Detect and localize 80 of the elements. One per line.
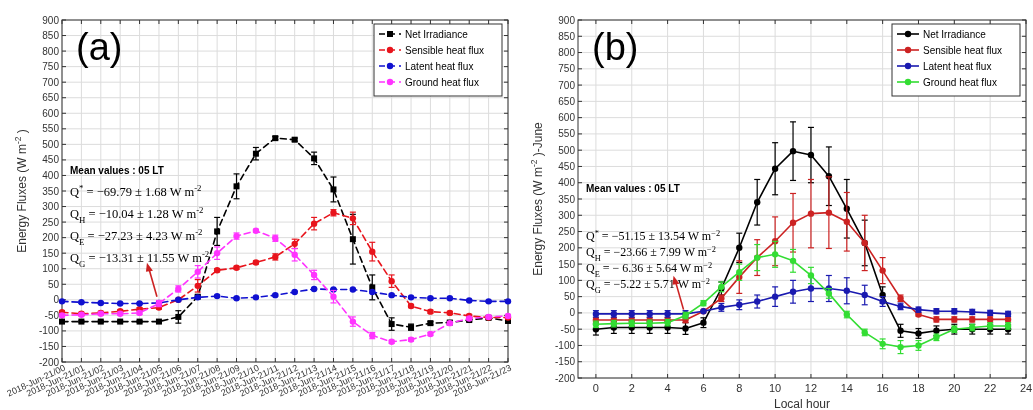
x-tick-label: 14 [840, 382, 853, 394]
y-tick-label: 450 [558, 160, 576, 172]
y-tick-label: 650 [558, 95, 576, 107]
y-tick-label: -100 [38, 325, 60, 337]
y-tick-label: 150 [558, 258, 576, 270]
y-tick-label: 650 [42, 92, 60, 104]
y-tick-label: 300 [558, 209, 576, 221]
annotation: Q$_{G}$ = −13.31 ± 11.55 W m$^{-2}$ [70, 248, 210, 269]
y-tick-label: 200 [42, 232, 60, 244]
y-tick-label: 550 [558, 128, 576, 140]
annotation: Q$^{*}$= −69.79 ± 1.68 W m$^{-2}$ [70, 182, 202, 199]
y-tick-label: 100 [42, 263, 60, 275]
y-tick-label: 550 [42, 123, 60, 135]
y-tick-label: -150 [554, 356, 576, 368]
y-tick-label: 50 [47, 278, 60, 290]
y-tick-label: 600 [558, 112, 576, 124]
y-tick-label: 300 [42, 201, 60, 213]
y-tick-label: 800 [558, 47, 576, 59]
legend-label: Ground heat flux [923, 76, 997, 88]
x-axis-title: Local hour [773, 397, 831, 410]
annotation: Q$_{H}$ = −23.66 ± 7.99 W m$^{−2}$ [586, 244, 717, 263]
y-tick-label: 500 [558, 144, 576, 156]
x-tick-label: 10 [768, 382, 782, 394]
y-tick-label: -50 [560, 323, 576, 335]
legend-label: Sensible heat flux [405, 44, 484, 56]
y-tick-label: 350 [558, 193, 576, 205]
x-tick-label: 2 [628, 382, 635, 394]
legend-label: Latent heat flux [405, 60, 474, 72]
y-tick-label: 900 [42, 14, 60, 26]
legend-label: Sensible heat flux [923, 44, 1002, 56]
annotation: Mean values : 05 LT [70, 164, 164, 176]
annotation: Q$_{E}$= −27.23 ± 4.23 W m$^{-2}$ [70, 226, 203, 247]
x-tick-label: 22 [984, 382, 997, 394]
y-tick-label: 800 [42, 45, 60, 57]
y-tick-label: 450 [42, 154, 60, 166]
y-tick-label: 700 [42, 76, 60, 88]
x-tick-label: 0 [592, 382, 599, 394]
y-tick-label: -200 [554, 372, 576, 384]
y-tick-label: 850 [558, 30, 576, 42]
annotation: Q$_{E}$ = − 6.36 ± 5.64 W m$^{−2}$ [586, 260, 713, 279]
y-tick-label: 400 [558, 177, 576, 189]
annotation: Q$_{H}$= −10.04 ± 1.28 W m$^{-2}$ [70, 204, 204, 225]
y-tick-label: 0 [53, 294, 60, 306]
y-tick-label: 850 [42, 30, 60, 42]
x-tick-label: 20 [948, 382, 961, 394]
legend-label: Latent heat flux [923, 60, 992, 72]
x-tick-label: 24 [1019, 382, 1033, 394]
y-tick-label: 900 [558, 14, 576, 26]
x-tick-label: 12 [804, 382, 818, 394]
annotation: Q$_{G}$ = −5.22 ± 5.71 W m$^{−2}$ [586, 276, 711, 295]
legend-label: Net Irradiance [405, 28, 469, 40]
y-tick-label: 250 [558, 226, 576, 238]
annotation: Q$^{*}$ = −51.15 ± 13.54 W m$^{−2}$ [586, 228, 721, 243]
y-tick-label: -50 [44, 309, 60, 321]
x-tick-label: 16 [876, 382, 889, 394]
y-tick-label: 350 [42, 185, 60, 197]
x-tick-label: 18 [912, 382, 925, 394]
x-tick-label: 6 [700, 382, 707, 394]
annotation: Mean values : 05 LT [586, 182, 680, 194]
y-tick-label: -200 [38, 356, 60, 368]
x-tick-label: 4 [664, 382, 671, 394]
y-tick-label: 0 [569, 307, 576, 319]
y-tick-label: 750 [558, 63, 576, 75]
legend-label: Ground heat flux [405, 76, 479, 88]
y-tick-label: 150 [42, 247, 60, 259]
y-tick-label: 500 [42, 138, 60, 150]
y-tick-label: -100 [554, 339, 576, 351]
y-tick-label: 400 [42, 169, 60, 181]
y-tick-label: -150 [38, 340, 60, 352]
y-tick-label: 750 [42, 61, 60, 73]
chart-title: (a) [76, 26, 123, 68]
y-tick-label: 100 [558, 274, 576, 286]
x-tick-label: 8 [736, 382, 743, 394]
y-tick-label: 200 [558, 242, 576, 254]
chart-title: (b) [592, 26, 639, 68]
legend-label: Net Irradiance [923, 28, 987, 40]
y-tick-label: 250 [42, 216, 60, 228]
y-tick-label: 700 [558, 79, 576, 91]
y-tick-label: 50 [563, 291, 576, 303]
y-tick-label: 600 [42, 107, 60, 119]
